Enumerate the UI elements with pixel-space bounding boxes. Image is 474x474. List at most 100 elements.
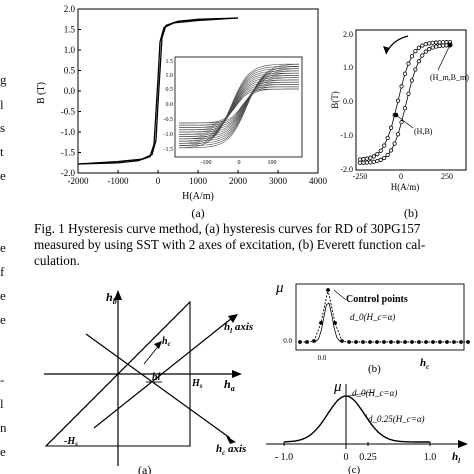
- inset-loop: [179, 72, 299, 140]
- fig1a-hysteresis-chart: 2.0 1.5 1.0 0.5 0.0 -0.5 -1.0 -1.5 -2.0 -2000 -10…: [36, 4, 328, 220]
- fig1b-marker: [430, 45, 435, 50]
- margin-fragment: e: [0, 168, 6, 183]
- fig2a-preisach-diagram: hb ha hl axis hc axis hc hl Hs -Hs (a): [44, 290, 253, 474]
- fig1-sub-b-label: (b): [404, 206, 418, 220]
- fig2b-control-point: [410, 340, 414, 344]
- margin-fragment: s: [0, 120, 6, 135]
- inset-loop: [179, 68, 300, 144]
- fig1-caption: Fig. 1 Hysteresis curve method, (a) hyst…: [34, 221, 472, 269]
- fig1b-ytick: -2.0: [340, 165, 353, 174]
- hb-axis-label: hb: [106, 290, 117, 306]
- fig1b-marker: [368, 155, 373, 160]
- fig1a-xtick: -2000: [68, 176, 89, 186]
- inset-loop: [179, 77, 299, 135]
- fig2b-control-point: [333, 321, 337, 325]
- fig1b-marker: [413, 48, 418, 54]
- svg-text:Hs: Hs: [191, 378, 203, 390]
- fig1b-marker: [437, 43, 442, 49]
- fig1b-marker: [389, 125, 394, 130]
- fig2b-control-point: [340, 339, 344, 343]
- fig1a-xtick: -1000: [108, 176, 129, 186]
- margin-fragment: f: [0, 264, 5, 279]
- fig1b-marker: [402, 106, 408, 111]
- fig2b-ylabel: μ: [275, 280, 284, 296]
- margin-fragment: n: [0, 420, 7, 435]
- fig2c-gaussian-chart: μ d_0(H_c=α) d_0.25(H_c=α) - 1.0 0 0.25 …: [266, 379, 468, 474]
- fig1b-marker: [409, 54, 415, 59]
- fig1a-xtick: 3000: [269, 176, 288, 186]
- inset-loop: [179, 72, 299, 140]
- fig1b-marker: [364, 160, 370, 165]
- fig1b-direction-arrow: [385, 35, 409, 55]
- fig1b-marker: [416, 59, 421, 64]
- fig1a-xtick: 0: [156, 176, 161, 186]
- fig1a-ytick: 2.0: [64, 4, 76, 14]
- fig1b-marker: [361, 157, 366, 162]
- fig1b-annotation-hm-bm: (H_m,B_m): [430, 73, 469, 82]
- fig1b-loop: [359, 41, 451, 164]
- svg-text:hl: hl: [452, 451, 460, 465]
- fig1a-xtick: 2000: [229, 176, 248, 186]
- fig1b-marker: [357, 160, 363, 165]
- inset-xtick: 0: [238, 160, 241, 166]
- svg-text:hl: hl: [152, 372, 161, 383]
- fig1a-ylabel: B (T): [36, 82, 47, 104]
- fig1b-marker: [420, 43, 425, 48]
- fig1b-marker: [420, 53, 425, 58]
- inset-loop: [179, 79, 299, 133]
- fig1a-ytick: 0.5: [64, 66, 76, 76]
- inset-ytick: 0.5: [166, 87, 174, 93]
- fig1b-marker: [357, 157, 363, 162]
- margin-fragment: l: [0, 396, 4, 411]
- fig1b-marker: [440, 43, 446, 48]
- inset-loop: [178, 64, 300, 149]
- fig1b-marker: [406, 61, 411, 66]
- fig1b-marker: [416, 45, 421, 50]
- inset-loop: [179, 81, 299, 131]
- fig2b-legend: Control points: [346, 294, 408, 305]
- fig2c-xtick: 1.0: [424, 452, 437, 463]
- fig1b-marker: [392, 141, 397, 146]
- inset-loop: [179, 77, 299, 135]
- fig1b-xlabel: H(A/m): [391, 182, 420, 192]
- inset-ytick: -0.5: [164, 117, 174, 123]
- fig2b-control-points-chart: μ 0.0 0.0 hc Control points d_0(H_c=α) (…: [275, 280, 470, 374]
- fig1a-ytick: 1.5: [64, 25, 76, 35]
- fig1b-marker: [368, 160, 373, 165]
- inset-ytick: -1.5: [164, 147, 174, 153]
- fig1a-inset-frame: [174, 56, 303, 158]
- hl-axis-label: hl axis: [224, 321, 253, 335]
- fig2b-control-point: [326, 288, 330, 292]
- inset-ytick: 0.0: [166, 102, 174, 108]
- fig2b-control-point: [445, 340, 449, 344]
- fig1a-ytick: -1.5: [61, 148, 76, 158]
- hc-axis-label: hc axis: [216, 443, 246, 457]
- inset-loop: [178, 70, 300, 142]
- fig1b-marker: [395, 98, 401, 103]
- margin-fragment: t: [0, 144, 4, 159]
- margin-fragment: e: [0, 288, 6, 303]
- fig2c-xtick: - 1.0: [275, 452, 293, 463]
- fig1a-xtick: 1000: [189, 176, 208, 186]
- fig1b-marker: [382, 143, 387, 148]
- fig1-sub-a-label: (a): [191, 206, 204, 220]
- fig2c-xtick: 0: [344, 452, 349, 463]
- fig1b-marker: [440, 40, 446, 45]
- fig2b-control-point: [347, 340, 351, 344]
- margin-fragment: l: [0, 97, 4, 112]
- fig2b-control-point: [403, 340, 407, 344]
- fig2b-control-point: [417, 340, 421, 344]
- margin-fragment: -: [0, 372, 5, 387]
- fig1b-marker: [399, 84, 404, 89]
- fig2b-control-point: [424, 340, 428, 344]
- caption-line: culation.: [34, 253, 80, 268]
- fig1b-marker: [434, 44, 439, 49]
- fig1b-ytick: 0.0: [343, 97, 353, 106]
- inset-ytick: 1.0: [166, 73, 174, 79]
- fig2b-control-point: [298, 340, 302, 344]
- ha-axis-label: ha: [224, 377, 235, 393]
- fig1a-ytick: -0.5: [61, 107, 76, 117]
- fig1b-ytick: 1.0: [343, 63, 353, 72]
- fig1b-marker: [371, 159, 376, 164]
- fig2c-annotation-025: d_0.25(H_c=α): [368, 414, 425, 424]
